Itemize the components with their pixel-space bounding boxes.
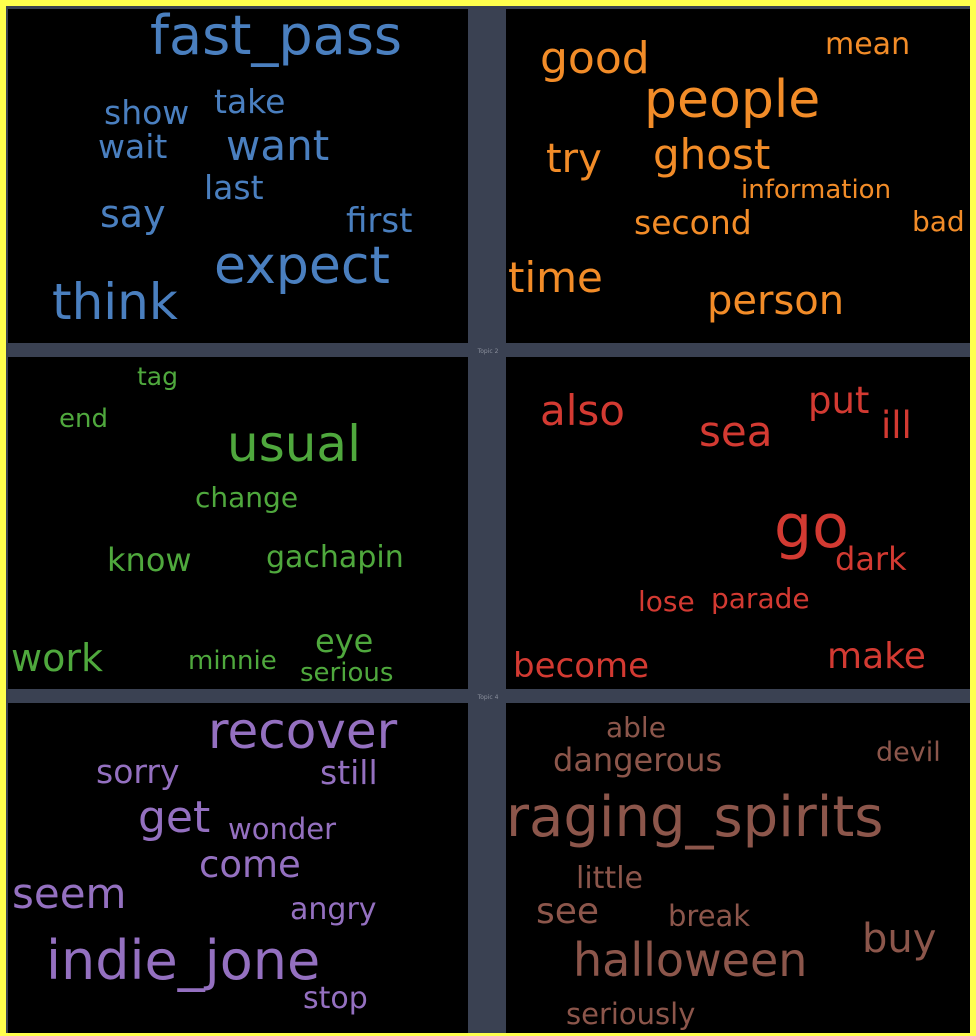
word-ill: ill [881, 404, 912, 447]
word-also: also [540, 386, 625, 435]
word-ghost: ghost [653, 130, 771, 179]
word-last: last [204, 168, 264, 207]
word-halloween: halloween [573, 933, 808, 987]
word-lose: lose [638, 585, 695, 618]
word-know: know [107, 541, 192, 579]
word-fast_pass: fast_pass [150, 9, 403, 67]
word-tag: tag [137, 362, 178, 391]
panel-caption-4: Topic 4 [6, 692, 970, 704]
word-indie_jone: indie_jone [46, 929, 321, 992]
word-serious: serious [300, 658, 394, 688]
topic-panel-3: go also sea put ill dark make become par… [506, 357, 970, 689]
word-second: second [634, 203, 752, 242]
word-first: first [346, 201, 413, 241]
word-expect: expect [214, 236, 390, 296]
word-go: go [774, 492, 849, 562]
word-sea: sea [699, 407, 773, 456]
word-recover: recover [208, 703, 398, 760]
word-time: time [508, 253, 603, 302]
word-wait: wait [98, 127, 168, 166]
word-eye: eye [315, 622, 374, 660]
wordcloud-grid: fast_pass expect think want say first ta… [6, 6, 970, 1033]
word-raging_spirits: raging_spirits [506, 785, 884, 850]
word-get: get [138, 792, 211, 843]
word-sorry: sorry [96, 752, 180, 791]
word-bad: bad [912, 205, 965, 238]
word-wonder: wonder [228, 812, 337, 846]
word-stop: stop [303, 981, 368, 1016]
word-seem: seem [12, 869, 127, 918]
word-mean: mean [825, 27, 911, 62]
word-dark: dark [835, 540, 907, 578]
word-little: little [576, 861, 643, 896]
word-break: break [668, 899, 751, 933]
word-seriously: seriously [566, 997, 696, 1031]
word-put: put [808, 379, 870, 422]
word-able: able [606, 711, 666, 744]
word-usual: usual [227, 415, 361, 473]
word-devil: devil [876, 737, 941, 768]
word-person: person [707, 278, 845, 324]
word-try: try [546, 136, 602, 182]
word-make: make [827, 636, 926, 677]
word-take: take [214, 82, 286, 121]
topic-panel-0: fast_pass expect think want say first ta… [8, 9, 468, 343]
word-angry: angry [290, 892, 377, 927]
word-buy: buy [862, 916, 937, 962]
word-work: work [11, 636, 103, 680]
word-show: show [104, 93, 190, 132]
topic-panel-1: people good ghost try time person second… [506, 9, 970, 343]
word-minnie: minnie [188, 646, 277, 676]
word-still: still [320, 753, 378, 792]
word-gachapin: gachapin [266, 540, 404, 575]
word-people: people [644, 70, 821, 130]
word-parade: parade [711, 582, 810, 615]
topic-panel-4: recover indie_jone get seem come sorry s… [8, 703, 468, 1033]
word-change: change [195, 481, 299, 514]
word-say: say [100, 192, 166, 236]
word-think: think [52, 273, 178, 331]
word-end: end [59, 404, 108, 434]
word-want: want [226, 121, 330, 170]
topic-panel-5: raging_spirits halloween buy dangerous s… [506, 703, 970, 1033]
word-good: good [540, 33, 650, 84]
word-dangerous: dangerous [553, 741, 723, 779]
word-become: become [513, 646, 650, 686]
word-come: come [199, 843, 301, 886]
word-information: information [741, 175, 892, 205]
panel-caption-2: Topic 2 [6, 346, 970, 358]
word-see: see [536, 891, 600, 932]
topic-panel-2: usual work know gachapin eye change minn… [8, 357, 468, 689]
